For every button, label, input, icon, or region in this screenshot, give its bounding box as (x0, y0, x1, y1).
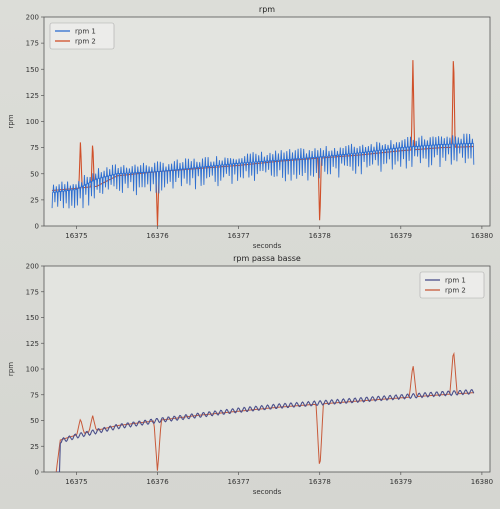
y-tick-label: 75 (30, 391, 39, 399)
legend: rpm 1 rpm 2 (49, 22, 115, 50)
x-tick-label: 16376 (146, 478, 169, 486)
chart-title: rpm (259, 5, 275, 14)
y-tick-label: 125 (26, 92, 39, 100)
x-axis-label: seconds (253, 242, 282, 250)
x-tick-label: 16379 (390, 232, 412, 240)
y-tick-label: 150 (26, 66, 39, 74)
y-tick-label: 50 (30, 417, 39, 425)
x-tick-label: 16380 (471, 232, 493, 240)
legend-box (419, 271, 485, 299)
series-line-rpm-1 (51, 133, 475, 209)
legend-label: rpm 2 (75, 38, 96, 46)
y-tick-label: 125 (26, 340, 39, 348)
x-tick-label: 16378 (309, 478, 331, 486)
y-tick-label: 200 (26, 263, 39, 271)
series-line-rpm-1 (56, 389, 475, 472)
x-tick-label: 16375 (65, 478, 87, 486)
y-tick-label: 100 (26, 118, 39, 126)
y-tick-label: 175 (26, 288, 39, 296)
y-tick-label: 25 (30, 443, 39, 451)
x-tick-label: 16378 (309, 232, 331, 240)
x-tick-label: 16375 (65, 232, 87, 240)
y-tick-label: 75 (30, 144, 39, 152)
legend: rpm 1 rpm 2 (419, 271, 485, 299)
y-tick-label: 0 (35, 469, 39, 477)
y-axis-label: rpm (7, 114, 15, 128)
plot-area (43, 265, 491, 473)
y-tick-label: 175 (26, 40, 39, 48)
y-tick-label: 25 (30, 196, 39, 204)
y-tick-label: 150 (26, 314, 39, 322)
y-tick-label: 200 (26, 14, 39, 22)
plot-lines (51, 60, 475, 226)
plot-area (43, 16, 491, 227)
legend-label: rpm 1 (445, 277, 466, 285)
chart-panel-2: rpm passa basse 0 25 50 75 100 125 150 175 200 163… (7, 254, 493, 496)
y-tick-label: 0 (35, 223, 39, 231)
x-axis-label: seconds (253, 488, 282, 496)
y-tick-label: 50 (30, 170, 39, 178)
y-tick-label: 100 (26, 366, 39, 374)
x-tick-label: 16376 (146, 232, 169, 240)
x-tick-label: 16379 (390, 478, 412, 486)
y-axis-label: rpm (7, 362, 15, 376)
chart-title: rpm passa basse (233, 254, 301, 263)
x-tick-label: 16380 (471, 478, 493, 486)
chart-panel-1: rpm 0 25 50 75 100 125 150 175 200 16375 16376 16377… (7, 5, 493, 250)
x-tick-label: 16377 (227, 232, 249, 240)
legend-label: rpm 1 (75, 28, 96, 36)
legend-label: rpm 2 (445, 287, 466, 295)
legend-box (49, 22, 115, 50)
x-tick-label: 16377 (227, 478, 249, 486)
plot-lines (55, 351, 475, 472)
